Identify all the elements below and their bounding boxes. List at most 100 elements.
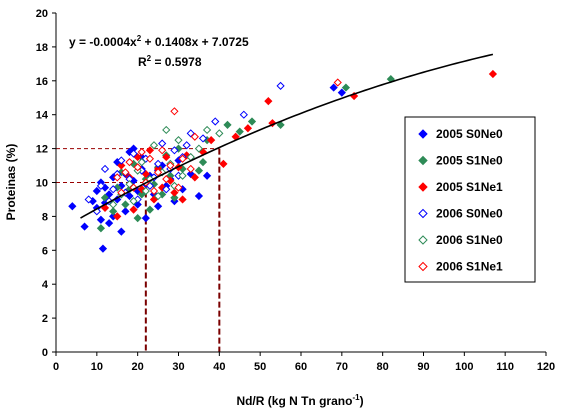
data-point-2006-s1ne1 [333,78,342,87]
trendline [80,53,494,219]
data-point-2005-s1ne0 [109,207,118,216]
y-tick-label: 6 [42,245,48,257]
data-point-2006-s1ne1 [162,175,171,184]
x-tick-label: 100 [455,361,473,373]
data-point-2005-s0ne0 [96,215,106,224]
data-point-2006-s1ne0 [178,171,187,180]
data-point-2005-s1ne0 [96,224,106,233]
data-point-2006-s1ne1 [190,132,199,141]
data-point-2006-s1ne1 [186,164,195,174]
data-point-2006-s0ne0 [158,139,167,148]
data-point-2006-s0ne0 [170,146,179,155]
data-point-2005-s0ne0 [329,83,338,92]
data-point-2006-s0ne0 [100,164,110,174]
legend-label: 2005 S0Ne0 [436,127,503,141]
x-tick-label: 70 [336,361,348,373]
legend-marker [418,155,428,166]
legend-label: 2006 S1Ne1 [436,260,503,274]
data-point-2006-s1ne1 [178,154,187,163]
data-point-2006-s1ne1 [174,183,183,192]
y-tick-label: 0 [42,347,48,359]
data-point-2006-s1ne1 [145,154,155,163]
x-tick-label: 110 [496,361,514,373]
data-point-2006-s0ne0 [198,134,208,143]
data-point-2006-s0ne0 [239,110,248,119]
data-point-2005-s1ne1 [145,146,155,155]
x-tick-label: 50 [254,361,266,373]
data-point-2005-s1ne0 [276,120,285,129]
y-tick-label: 4 [42,279,49,291]
data-point-2006-s1ne0 [141,186,150,196]
data-point-2005-s1ne1 [190,173,199,182]
legend-label: 2006 S1Ne0 [436,233,503,247]
legend-box [404,116,536,283]
legend-label: 2005 S1Ne0 [436,154,503,168]
data-point-2005-s0ne0 [141,213,150,223]
data-point-2006-s0ne0 [149,173,159,182]
data-point-2005-s0ne0 [153,202,163,211]
data-point-2005-s0ne0 [104,219,114,228]
data-point-2006-s1ne1 [170,107,179,116]
data-point-2005-s0ne0 [117,227,126,236]
y-tick-label: 10 [36,178,48,190]
r-squared-label: R2 = 0.5978 [138,54,202,69]
data-point-2005-s1ne1 [219,159,228,168]
data-point-2005-s0ne0 [68,202,77,211]
x-tick-label: 80 [377,361,389,373]
data-point-2005-s1ne1 [100,203,110,213]
data-point-2006-s1ne1 [121,168,130,177]
data-point-2006-s1ne0 [129,197,138,206]
x-tick-label: 90 [417,361,429,373]
data-point-2006-s1ne1 [133,163,142,172]
data-point-2006-s0ne0 [84,195,93,204]
data-point-2006-s1ne1 [149,186,159,196]
x-tick-label: 0 [53,361,59,373]
data-point-2005-s1ne0 [247,117,257,126]
data-point-2005-s1ne0 [158,190,167,199]
data-point-2006-s1ne0 [215,129,224,138]
data-point-2005-s1ne0 [133,213,142,223]
data-point-2006-s0ne0 [109,185,118,194]
data-point-2005-s1ne1 [488,69,498,79]
data-point-2006-s1ne0 [194,144,204,153]
data-point-2005-s1ne1 [117,161,126,170]
data-point-2006-s1ne1 [125,158,134,167]
x-tick-label: 10 [91,361,103,373]
y-tick-label: 14 [36,110,49,122]
y-tick-labels: 0 2 4 6 8 10 12 14 16 18 20 [36,8,56,359]
data-point-2006-s0ne0 [96,181,106,190]
data-point-2005-s1ne0 [198,158,208,167]
y-tick-label: 2 [42,313,48,325]
data-point-2006-s1ne1 [166,161,175,170]
data-point-2005-s1ne1 [178,195,187,204]
data-point-2006-s1ne0 [137,158,146,167]
data-point-2005-s1ne0 [121,200,130,209]
y-tick-label: 16 [36,76,48,88]
data-point-2005-s1ne0 [341,83,351,92]
data-point-2005-s0ne0 [121,207,130,216]
data-point-2006-s1ne0 [174,136,183,145]
data-point-2006-s0ne0 [276,81,285,90]
data-point-2006-s0ne0 [182,141,191,150]
data-point-2005-s1ne1 [264,97,273,106]
data-point-2006-s0ne0 [129,149,138,158]
data-point-2006-s0ne0 [117,156,126,165]
x-tick-labels: 0 10 20 30 40 50 60 70 80 90 100 110 120 [53,352,555,373]
data-point-2006-s0ne0 [133,195,142,204]
data-point-2005-s0ne0 [194,191,204,201]
data-point-2006-s1ne0 [149,141,159,150]
legend-marker [418,235,428,245]
legend-label: 2005 S1Ne1 [436,180,503,194]
data-point-2005-s0ne0 [202,171,212,180]
data-points [68,69,498,253]
data-point-2005-s0ne0 [80,222,89,231]
legend: 2005 S0Ne0 2005 S1Ne0 2005 S1Ne1 2006 S0Ne0… [404,116,536,283]
legend-marker [418,208,428,219]
data-point-2005-s1ne1 [170,188,179,197]
data-point-2005-s1ne1 [207,136,216,145]
data-point-2005-s1ne1 [243,124,253,133]
x-tick-label: 120 [537,361,555,373]
y-tick-label: 20 [36,8,48,20]
